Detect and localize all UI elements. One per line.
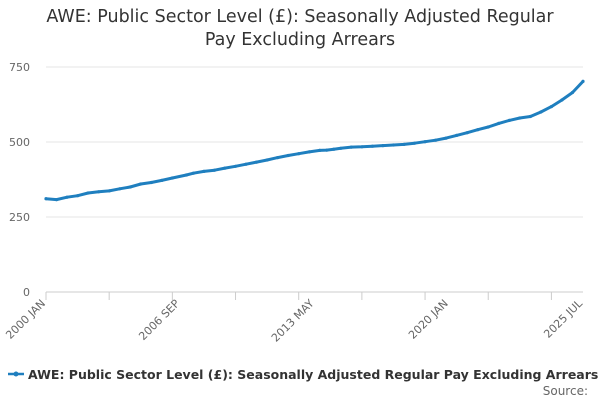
data-point [44,197,48,201]
data-point [160,178,164,182]
source-label: Source: [542,384,588,398]
y-tick-label: 500 [9,136,30,149]
data-point [444,136,448,140]
data-point [170,176,174,180]
data-point [191,171,196,175]
data-point [307,150,311,154]
x-tick-label: 2013 MAY [269,297,317,345]
data-point [244,162,248,166]
data-point [54,198,59,202]
data-point [86,191,90,195]
data-point [528,114,532,119]
legend-label: AWE: Public Sector Level (£): Seasonally… [28,366,599,382]
data-point [212,168,217,172]
series-line [44,79,585,202]
x-tick-label: 2025 JUL [541,296,585,340]
data-point [560,98,564,102]
series-layer [44,79,585,202]
data-point [381,144,385,148]
data-point [433,138,438,142]
data-point [339,146,343,150]
data-point [265,158,269,162]
data-point [128,185,132,189]
data-point [360,145,364,149]
data-point [318,148,322,152]
data-point [286,153,290,158]
data-point [202,169,206,173]
data-point [507,118,511,122]
data-point [476,128,480,132]
chart-title-line-2: Pay Excluding Arrears [204,30,396,50]
data-point [549,105,554,109]
chart-title-line-1: AWE: Public Sector Level (£): Seasonally… [46,7,554,27]
data-point [75,194,80,198]
data-point [97,190,101,194]
chart-title: AWE: Public Sector Level (£): Seasonally… [0,6,600,52]
data-point [65,195,69,199]
data-point [149,180,153,185]
data-point [276,156,280,160]
data-point [349,145,353,149]
data-point [332,147,336,151]
legend-swatch-icon [8,371,24,377]
y-tick-label: 250 [9,211,30,224]
data-point [455,133,459,137]
data-point [139,182,143,186]
data-point [412,141,417,145]
data-point [107,189,111,193]
data-point [233,164,238,168]
data-point [297,152,301,156]
data-point [223,166,227,170]
data-point [254,160,259,164]
data-point [497,121,501,125]
data-point [465,131,469,135]
data-point [581,79,585,83]
data-point [570,90,575,95]
data-point [518,116,522,120]
legend[interactable]: AWE: Public Sector Level (£): Seasonally… [8,366,598,382]
data-point [370,144,375,148]
x-tick-label: 2000 JAN [3,297,48,342]
data-point [402,142,406,146]
data-point [391,143,396,147]
data-point [539,110,543,114]
axes: 0 250 500 750 2000 JAN 2006 SEP 2013 MAY 2020 J… [3,61,585,345]
data-point [325,148,329,152]
y-tick-label: 750 [9,61,30,74]
data-point [184,173,188,177]
data-point [118,187,122,191]
data-point [423,140,427,144]
x-tick-label: 2020 JAN [406,297,451,342]
data-point [486,125,490,129]
grid-lines [46,66,583,293]
x-tick-label: 2006 SEP [136,297,182,343]
y-tick-label: 0 [23,286,30,299]
